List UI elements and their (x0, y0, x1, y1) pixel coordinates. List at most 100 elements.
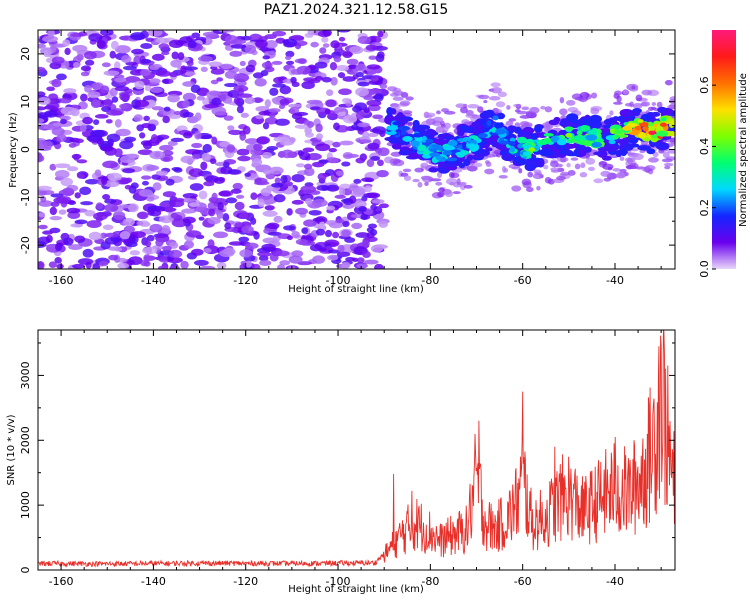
heatmap-noise-blob (281, 149, 294, 159)
snr-y-tick-label: 2000 (19, 426, 32, 454)
heatmap-core-blob (543, 133, 554, 137)
heatmap-core-blob (462, 137, 472, 142)
heatmap-halo-blob (392, 96, 404, 101)
heatmap-noise-blob (337, 111, 347, 117)
heatmap-noise-blob (54, 163, 71, 169)
heatmap-noise-blob (354, 102, 368, 111)
heatmap-noise-blob (237, 81, 247, 86)
heatmap-core-blob (428, 152, 441, 157)
heatmap-core-blob (386, 125, 399, 131)
heatmap-noise-blob (277, 264, 285, 269)
heatmap-noise-blob (95, 202, 104, 210)
heatmap-halo-blob (588, 166, 595, 172)
heatmap-noise-blob (49, 216, 63, 221)
heatmap-noise-blob (101, 176, 108, 186)
heatmap-noise-blob (299, 151, 311, 161)
heatmap-noise-blob (103, 70, 120, 77)
heatmap-noise-blob (210, 158, 217, 165)
heatmap-halo-blob (667, 149, 675, 154)
heatmap-noise-blob (294, 124, 309, 129)
heatmap-noise-blob (84, 209, 96, 217)
heatmap-noise-blob (368, 80, 383, 86)
heatmap-noise-blob (55, 242, 63, 252)
colorbar-tick-label: 0.2 (698, 199, 711, 217)
heatmap-noise-blob (208, 208, 216, 217)
heatmap-noise-blob (119, 103, 128, 110)
heatmap-hotspot (528, 147, 536, 152)
heatmap-noise-blob (115, 128, 131, 137)
heatmap-noise-blob (265, 39, 278, 49)
heatmap-noise-blob (224, 82, 238, 88)
heatmap-noise-blob (324, 108, 331, 115)
heatmap-noise-blob (327, 254, 339, 261)
heatmap-band-blob (566, 113, 579, 122)
heatmap-noise-blob (235, 194, 245, 199)
heatmap-halo-blob (421, 175, 434, 183)
heatmap-noise-blob (62, 187, 75, 197)
heatmap-noise-blob (263, 169, 272, 175)
heatmap-halo-blob (663, 162, 674, 167)
heatmap-noise-blob (63, 88, 77, 94)
heatmap-noise-blob (250, 149, 263, 156)
heatmap-noise-blob (234, 201, 245, 211)
heatmap-core-blob (499, 140, 510, 145)
heatmap-noise-blob (274, 118, 290, 126)
heatmap-noise-blob (295, 238, 308, 246)
heatmap-noise-blob (197, 55, 213, 62)
heatmap-noise-blob (283, 225, 296, 231)
heatmap-noise-blob (98, 260, 109, 267)
heatmap-noise-blob (239, 132, 247, 141)
heatmap-halo-blob (629, 101, 634, 108)
heatmap-noise-blob (140, 43, 153, 50)
heatmap-halo-blob (489, 151, 495, 156)
heatmap-noise-blob (217, 202, 224, 211)
heatmap-noise-blob (337, 72, 346, 79)
heatmap-noise-blob (317, 172, 327, 181)
heatmap-halo-blob (651, 101, 657, 106)
heatmap-noise-blob (244, 138, 259, 145)
heatmap-noise-blob (46, 86, 56, 92)
heatmap-noise-blob (257, 198, 265, 208)
heatmap-noise-blob (121, 55, 132, 63)
heatmap-noise-blob (167, 140, 178, 146)
heatmap-noise-blob (131, 48, 144, 55)
heatmap-noise-blob (341, 161, 351, 167)
heatmap-noise-blob (158, 43, 170, 50)
heatmap-halo-blob (405, 96, 414, 101)
heatmap-noise-blob (59, 97, 72, 104)
heatmap-noise-blob (358, 205, 368, 213)
heatmap-halo-blob (600, 170, 611, 177)
heatmap-noise-blob (125, 241, 138, 248)
heatmap-noise-blob (250, 192, 258, 200)
heatmap-noise-blob (202, 31, 219, 37)
heatmap-noise-blob (295, 207, 308, 215)
heatmap-halo-blob (593, 178, 604, 184)
heatmap-core-blob (410, 139, 421, 147)
heatmap-noise-blob (338, 88, 352, 96)
heatmap-noise-blob (230, 44, 247, 49)
heatmap-noise-blob (231, 39, 247, 45)
heatmap-noise-blob (180, 260, 189, 269)
heatmap-noise-blob (208, 61, 223, 68)
heatmap-noise-blob (207, 239, 215, 249)
heatmap-noise-blob (256, 136, 270, 145)
heatmap-x-tick-label: -80 (421, 274, 439, 287)
heatmap-noise-blob (104, 232, 119, 238)
heatmap-noise-blob (100, 145, 114, 152)
heatmap-band-blob (553, 116, 561, 123)
heatmap-core-blob (491, 127, 497, 133)
heatmap-noise-blob (72, 61, 81, 68)
heatmap-noise-blob (139, 132, 146, 139)
heatmap-noise-blob (67, 166, 79, 172)
heatmap-noise-blob (169, 71, 179, 78)
heatmap-noise-blob (82, 248, 94, 258)
heatmap-noise-blob (122, 217, 135, 226)
heatmap-noise-blob (300, 185, 317, 194)
heatmap-halo-blob (543, 164, 549, 170)
heatmap-noise-blob (285, 55, 292, 60)
heatmap-noise-blob (269, 87, 279, 96)
heatmap-noise-blob (336, 30, 351, 33)
heatmap-noise-blob (151, 174, 162, 180)
heatmap-noise-blob (105, 119, 113, 124)
heatmap-noise-blob (202, 98, 210, 106)
